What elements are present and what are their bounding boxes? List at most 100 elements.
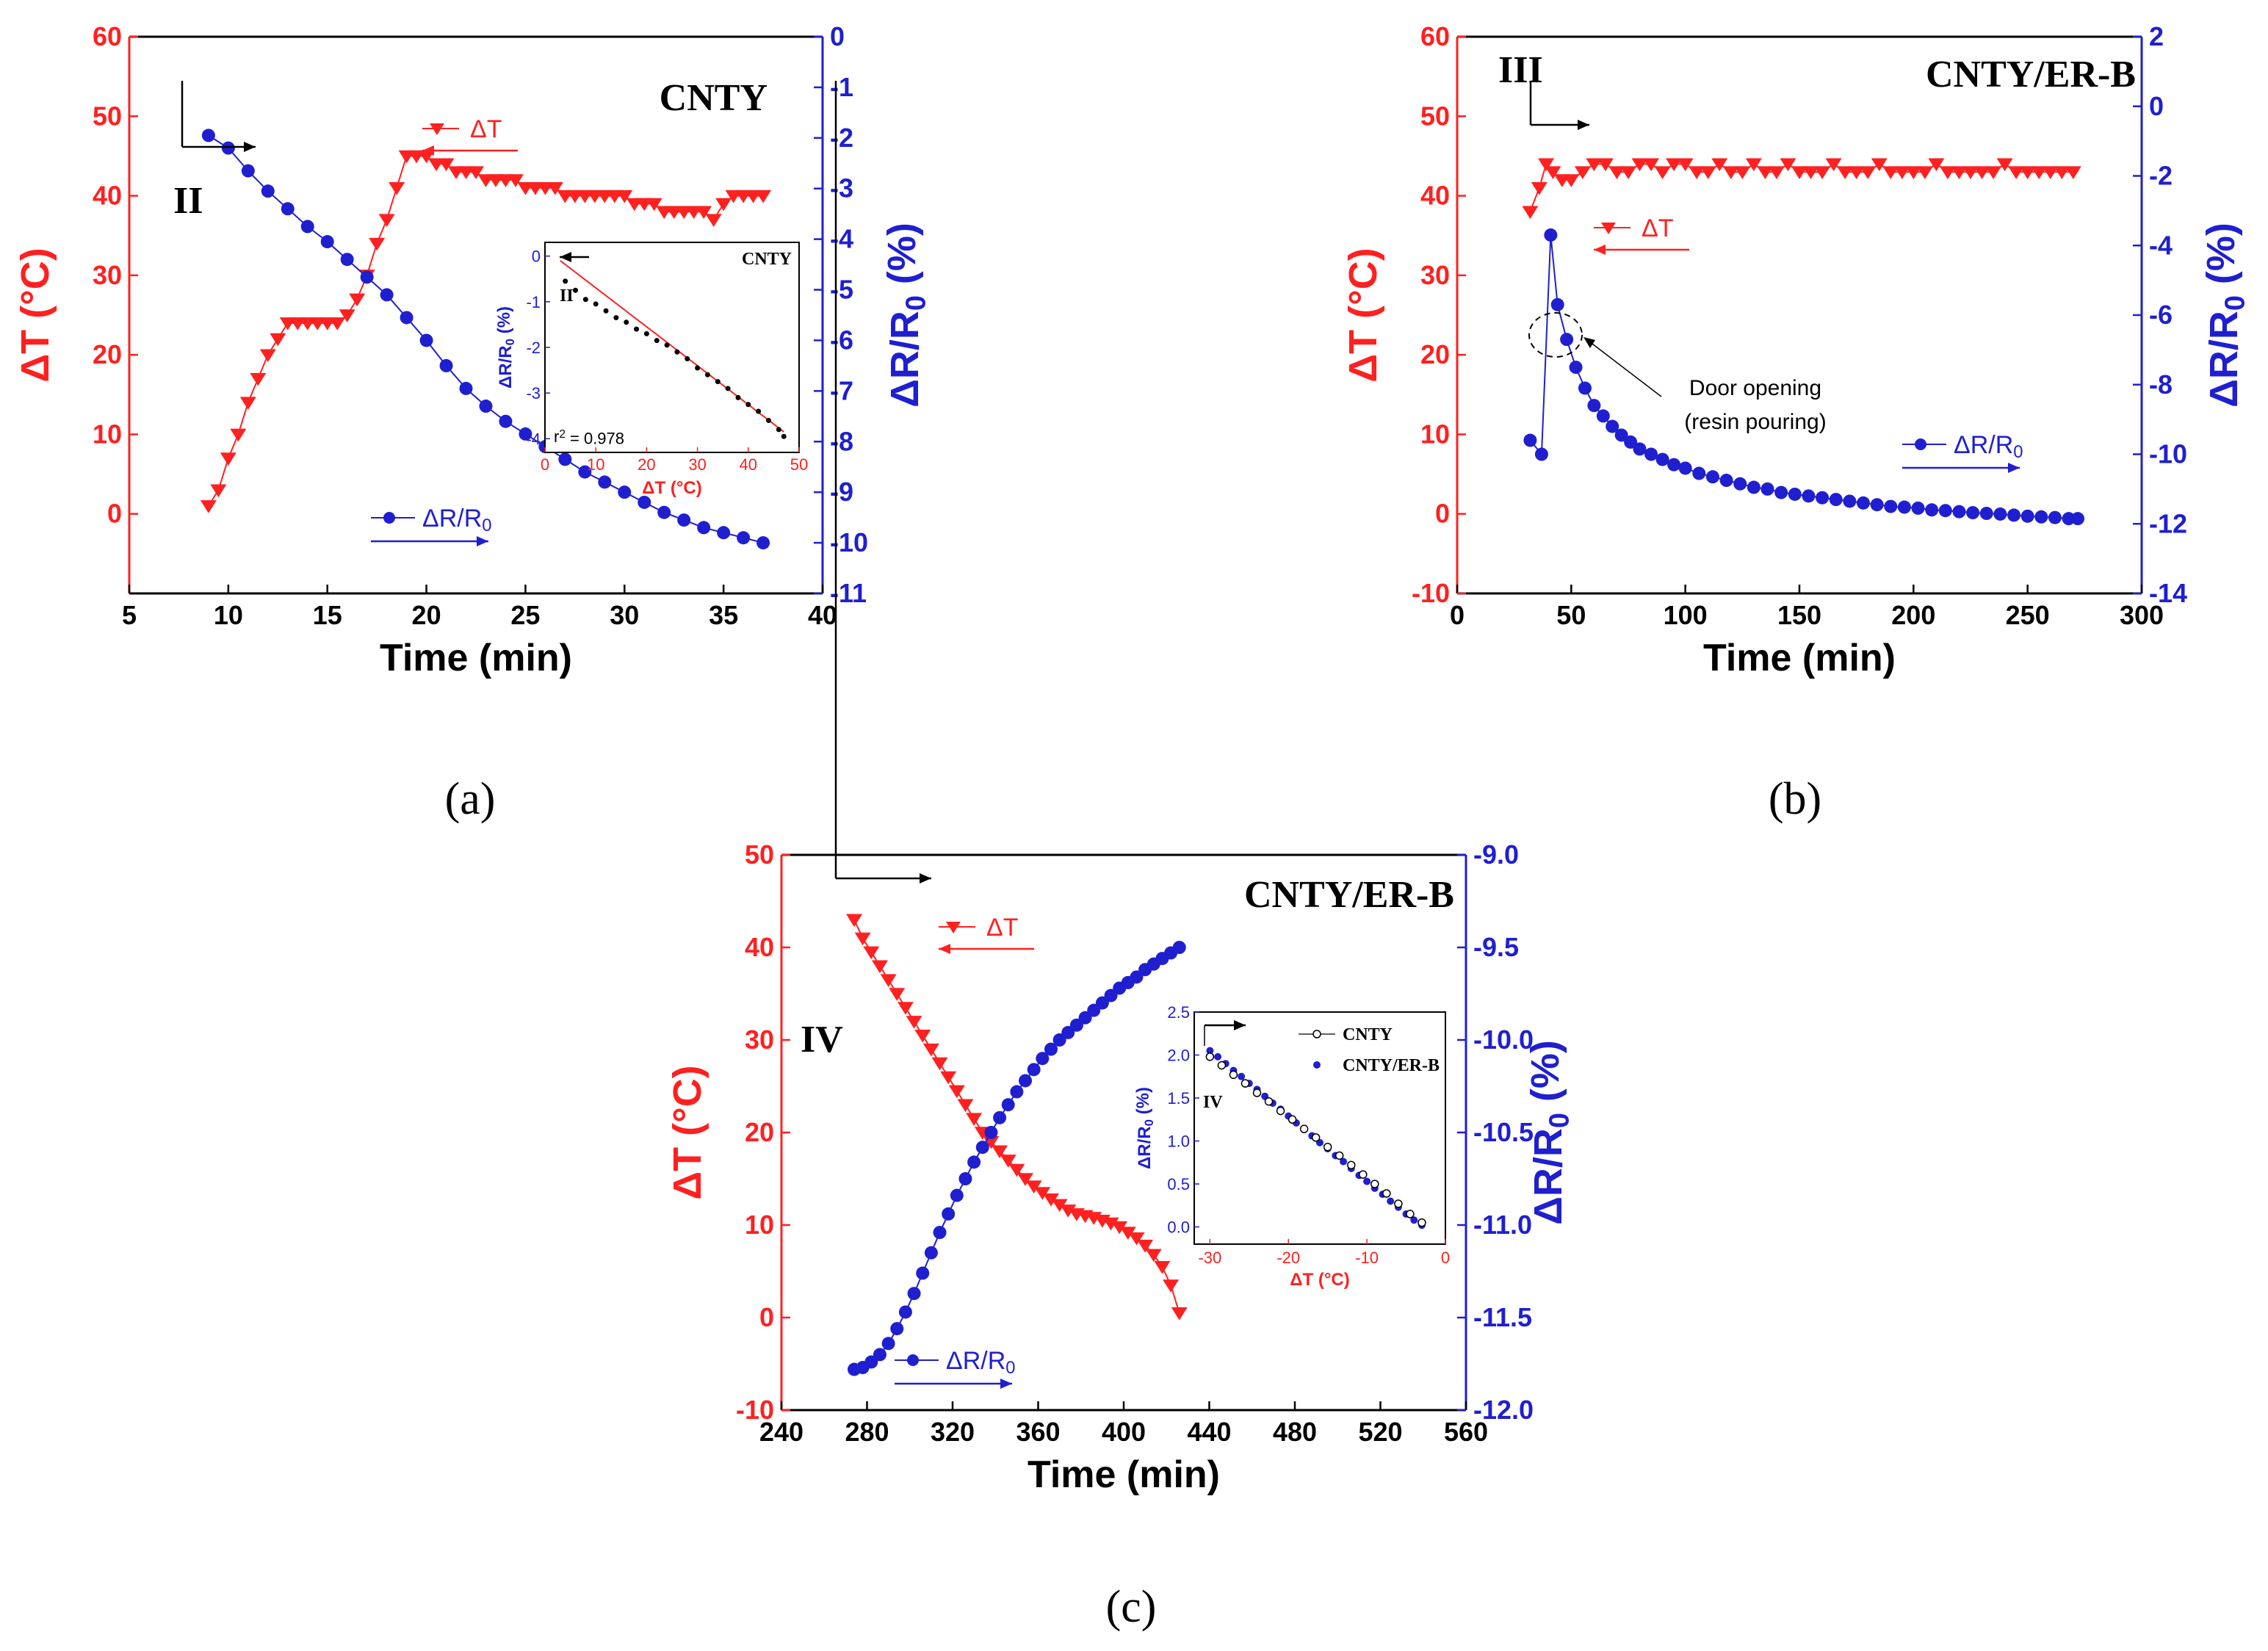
x-axis-label-a: Time (min) — [380, 637, 572, 679]
dt-point-c-36 — [1154, 1261, 1171, 1274]
inset-a-arrow-head — [560, 252, 571, 262]
caption-a: (a) — [445, 774, 496, 824]
yl-tick-label-b-5: 40 — [1420, 181, 1450, 211]
x-tick-label-a-2: 15 — [313, 600, 342, 630]
dt-point-a-42 — [616, 189, 633, 203]
dt-point-c-31 — [1111, 1221, 1128, 1235]
dt-point-c-2 — [863, 946, 880, 960]
phase-arrow-a-head — [244, 142, 256, 152]
dr-point-b-33 — [1911, 501, 1925, 515]
inset-a-xtick-label-5: 50 — [790, 455, 808, 474]
dt-point-b-34 — [1893, 166, 1910, 179]
x-tick-label-b-3: 150 — [1777, 600, 1821, 630]
yr-tick-label-b-0: -14 — [2149, 578, 2187, 608]
legend-dt-arrow-c-head — [939, 944, 950, 954]
phase-arrow-a — [182, 142, 256, 152]
x-tick-label-c-5: 440 — [1187, 1417, 1231, 1447]
inset-a-ytick-label-0: -4 — [526, 430, 541, 448]
inset-a-point-9 — [654, 338, 660, 344]
dt-point-c-37 — [1163, 1279, 1180, 1293]
inset-c-ytick-label-0: 0.0 — [1167, 1218, 1190, 1237]
inset-a-xtick-label-1: 10 — [587, 455, 604, 474]
inset-c-cnty-point-11 — [1335, 1151, 1344, 1160]
legend-dr-arrow-b — [1902, 463, 2020, 473]
yl-tick-label-a-0: 0 — [107, 499, 122, 529]
x-axis-label-b: Time (min) — [1703, 637, 1896, 679]
inset-c-ytick-label-2: 1.0 — [1167, 1132, 1190, 1151]
phase-arrow-b — [1531, 120, 1589, 130]
x-tick-label-c-8: 560 — [1444, 1417, 1488, 1447]
dr-point-b-29 — [1856, 496, 1870, 510]
yr-tick-label-c-0: -12.0 — [1473, 1395, 1534, 1425]
dt-point-a-15 — [349, 293, 366, 307]
inset-a-point-8 — [643, 330, 649, 336]
dt-point-c-38 — [1171, 1307, 1188, 1321]
dt-point-a-35 — [546, 182, 563, 195]
dr-point-b-23 — [1774, 485, 1788, 499]
inset-c-erb-point-1 — [1214, 1052, 1222, 1061]
y-right-label-c: ΔR/R0 (%) — [1523, 1040, 1575, 1225]
dr-point-a-15 — [499, 414, 513, 428]
dt-point-a-51 — [705, 214, 722, 227]
dr-point-c-25 — [1061, 1025, 1075, 1039]
dt-point-b-47 — [2042, 166, 2059, 179]
inset-c-ylabel: ΔR/R0 (%) — [1133, 1087, 1156, 1169]
dr-point-b-1 — [1534, 447, 1548, 461]
yr-tick-label-c-2: -11.0 — [1473, 1210, 1532, 1240]
dr-point-b-28 — [1843, 494, 1857, 508]
inset-c-phase: IV — [1203, 1093, 1223, 1112]
inset-c-erb-point-26 — [1410, 1216, 1418, 1224]
dr-point-a-23 — [657, 505, 671, 519]
dt-point-b-10 — [1620, 166, 1636, 179]
yl-tick-label-c-0: -10 — [736, 1395, 774, 1425]
dt-point-a-19 — [389, 182, 405, 195]
yl-tick-label-a-2: 20 — [93, 339, 122, 369]
inset-a-ytick-label-1: -3 — [526, 384, 541, 402]
dr-point-b-5 — [1569, 361, 1583, 375]
yr-tick-label-a-5: -6 — [830, 325, 853, 355]
legend-dr-arrow-a-head — [477, 536, 488, 546]
inset-c-ytick-label-5: 2.5 — [1167, 1003, 1190, 1022]
dt-point-b-42 — [1985, 166, 2002, 179]
dt-point-b-48 — [2054, 166, 2070, 179]
inset-c-erb-point-20 — [1363, 1177, 1371, 1185]
dt-point-c-6 — [897, 1002, 914, 1015]
yr-tick-label-b-4: -6 — [2149, 300, 2173, 330]
dt-point-a-1 — [210, 484, 227, 498]
dr-point-a-9 — [380, 288, 394, 302]
inset-a-title: CNTY — [742, 250, 792, 269]
x-axis-label-c: Time (min) — [1028, 1453, 1220, 1496]
yl-tick-label-c-3: 20 — [745, 1117, 774, 1147]
x-tick-label-b-2: 100 — [1664, 600, 1708, 630]
yl-tick-label-c-6: 50 — [745, 839, 774, 870]
dr-point-c-3 — [873, 1348, 886, 1362]
x-tick-label-b-4: 200 — [1891, 600, 1935, 630]
legend-dt-arrow-a-head — [422, 145, 434, 156]
inset-c-xlabel: ΔT (°C) — [1290, 1270, 1350, 1290]
dt-point-b-24 — [1780, 158, 1796, 172]
inset-a-ytick-label-3: -1 — [526, 293, 541, 311]
inset-c-cnty-point-9 — [1311, 1133, 1321, 1142]
dt-point-c-34 — [1137, 1240, 1154, 1253]
dr-point-a-14 — [479, 400, 493, 413]
dr-point-c-18 — [1001, 1098, 1015, 1112]
x-tick-label-a-3: 20 — [412, 600, 441, 630]
door-opening-label-1: Door opening — [1689, 376, 1821, 400]
x-tick-label-a-7: 40 — [808, 600, 837, 630]
dt-point-b-35 — [1905, 166, 1922, 179]
dr-point-c-30 — [1104, 989, 1118, 1002]
y-left-label-c: ΔT (°C) — [665, 1065, 709, 1199]
inset-a-point-14 — [704, 372, 710, 377]
dt-point-b-31 — [1860, 166, 1877, 179]
dr-point-b-30 — [1870, 498, 1884, 512]
yr-tick-label-a-11: 0 — [830, 21, 845, 51]
inset-a-ylabel: ΔR/R0 (%) — [494, 306, 517, 389]
yr-tick-label-c-4: -10.0 — [1473, 1025, 1534, 1055]
dr-point-a-22 — [638, 495, 651, 509]
inset-a-xlabel: ΔT (°C) — [642, 478, 702, 498]
yl-tick-label-c-1: 0 — [759, 1302, 774, 1332]
dt-point-b-27 — [1814, 166, 1831, 179]
inset-a-point-16 — [725, 386, 731, 391]
inset-a-point-22 — [781, 433, 787, 439]
